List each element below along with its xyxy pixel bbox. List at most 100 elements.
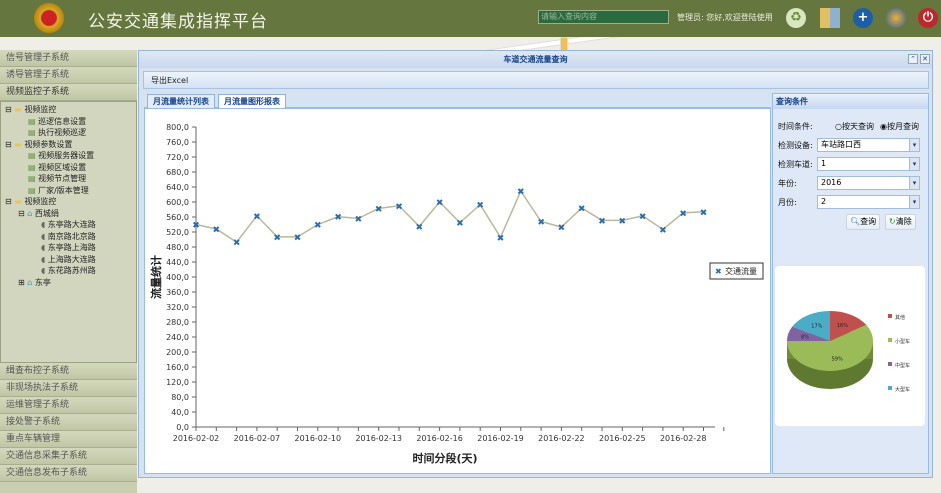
chevron-down-icon[interactable]: ▾ bbox=[909, 177, 919, 189]
search-button[interactable]: 🔍︎查询 bbox=[846, 214, 881, 230]
app-header: 公安交通集成指挥平台 请输入查询内容 管理员: 您好,欢迎登陆使用 ♻ + ⏻ bbox=[0, 0, 941, 37]
y-tick-label: 600,0 bbox=[166, 198, 189, 207]
y-tick-label: 280,0 bbox=[166, 318, 189, 327]
expand-toggle-icon[interactable]: ⊟ bbox=[18, 208, 25, 218]
app-title: 公安交通集成指挥平台 bbox=[88, 12, 268, 32]
tree-node[interactable]: ⊞ ⌂ 东亭 bbox=[5, 277, 136, 289]
tree-node[interactable]: ◖ 东花路苏州路 bbox=[5, 265, 136, 277]
pie-slice-label: 16% bbox=[837, 323, 848, 329]
y-tick-label: 360,0 bbox=[166, 288, 189, 297]
pie-chart-box: 16% 其他 59% 小型车 8% 中型车 17% 大型车 bbox=[775, 266, 925, 426]
tree-node[interactable]: ▤ 视频节点管理 bbox=[5, 173, 136, 185]
sidebar-item[interactable]: 交通信息发布子系统 bbox=[0, 465, 137, 482]
globe-icon[interactable] bbox=[886, 8, 906, 28]
legend-label: 交通流量 bbox=[725, 266, 757, 276]
tree-node[interactable]: ⊟ ▬ 视频监控 bbox=[5, 196, 136, 208]
tree-node[interactable]: ⊟ ⌂ 西城绢 bbox=[5, 208, 136, 220]
traffic-flow-window: 车道交通流量查询 ⌃ ✕ 导出Excel 月流量统计列表 月流量图形报表 0,0… bbox=[138, 50, 933, 478]
sidebar-item-video[interactable]: 视频监控子系统 bbox=[0, 84, 137, 101]
line-chart: 0,0 40,0 80,0 120,0 160,0 200,0 240,0 280,0 320,… bbox=[149, 123, 764, 465]
radio-day-circle[interactable]: ○ bbox=[835, 122, 842, 131]
tree-node[interactable]: ◖ 东亭路大连路 bbox=[5, 219, 136, 231]
data-point-marker: ✖ bbox=[334, 213, 342, 223]
query-panel: 查询条件 时间条件: ○按天查询 ◉按月查询 检测设备: 车站路口西 ▾ 检测车道… bbox=[772, 93, 929, 474]
legend-swatch bbox=[888, 338, 892, 342]
tree-node[interactable]: ▤ 视频区域设置 bbox=[5, 162, 136, 174]
clear-button[interactable]: ↻清除 bbox=[885, 214, 916, 230]
data-point-marker: ✖ bbox=[314, 221, 322, 231]
tree-node-label: 上海路大连路 bbox=[47, 254, 96, 264]
document-icon: ▤ bbox=[28, 151, 36, 160]
data-point-marker: ✖ bbox=[192, 221, 200, 231]
data-point-marker: ✖ bbox=[679, 209, 687, 219]
sidebar-item[interactable]: 交通信息采集子系统 bbox=[0, 448, 137, 465]
x-tick-label: 2016-02-25 bbox=[599, 434, 646, 443]
year-select[interactable]: 2016 ▾ bbox=[817, 176, 920, 190]
recycle-icon[interactable]: ♻ bbox=[786, 8, 806, 28]
tree-node[interactable]: ▤ 厂家/版本管理 bbox=[5, 185, 136, 197]
radio-day[interactable]: ○按天查询 bbox=[835, 121, 874, 132]
grid-apps-icon[interactable] bbox=[820, 8, 840, 28]
tree-node[interactable]: ▤ 视频服务器设置 bbox=[5, 150, 136, 162]
expand-toggle-icon[interactable]: ⊟ bbox=[5, 197, 12, 206]
device-select[interactable]: 车站路口西 ▾ bbox=[817, 138, 920, 152]
y-axis-title: 流量统计 bbox=[149, 255, 163, 299]
data-point-marker: ✖ bbox=[497, 234, 505, 244]
legend-marker-icon: ✖ bbox=[715, 267, 722, 276]
tab-monthly-list[interactable]: 月流量统计列表 bbox=[147, 94, 215, 108]
expand-toggle-icon[interactable]: ⊟ bbox=[5, 105, 12, 114]
tree-node-label: 巡逻信息设置 bbox=[38, 116, 87, 126]
sidebar-item-signal[interactable]: 信号管理子系统 bbox=[0, 50, 137, 67]
y-tick-label: 680,0 bbox=[166, 168, 189, 177]
radio-month[interactable]: ◉按月查询 bbox=[880, 121, 919, 132]
expand-toggle-icon[interactable]: ⊟ bbox=[5, 139, 12, 149]
tab-monthly-chart[interactable]: 月流量图形报表 bbox=[218, 94, 286, 108]
sidebar-item[interactable]: 运维管理子系统 bbox=[0, 397, 137, 414]
chevron-down-icon[interactable]: ▾ bbox=[909, 139, 919, 151]
sidebar-bottom-items: 缉查布控子系统 非现场执法子系统 运维管理子系统 接处警子系统 重点车辆管理 交通信息采集… bbox=[0, 363, 137, 482]
lane-select[interactable]: 1 ▾ bbox=[817, 157, 920, 171]
device-label: 检测设备: bbox=[778, 141, 813, 150]
pie-legend-label: 大型车 bbox=[895, 386, 910, 393]
window-title: 车道交通流量查询 bbox=[139, 51, 932, 68]
tree-node[interactable]: ◖ 东亭路上海路 bbox=[5, 242, 136, 254]
pie-slice bbox=[787, 326, 830, 341]
y-tick-label: 440,0 bbox=[166, 258, 189, 267]
tree-node-label: 厂家/版本管理 bbox=[38, 185, 89, 195]
sidebar-item[interactable]: 缉查布控子系统 bbox=[0, 363, 137, 380]
sidebar-item[interactable]: 接处警子系统 bbox=[0, 414, 137, 431]
pie-slice-label: 17% bbox=[811, 324, 822, 330]
y-tick-label: 760,0 bbox=[166, 138, 189, 147]
tree-node[interactable]: ▤ 执行视频巡逻 bbox=[5, 127, 136, 139]
lane-label: 检测车道: bbox=[778, 160, 813, 169]
tree-node[interactable]: ◖ 上海路大连路 bbox=[5, 254, 136, 266]
tree-node[interactable]: ⊟ ▬ 视频监控 bbox=[5, 104, 136, 116]
home-icon: ⌂ bbox=[27, 208, 33, 218]
data-point-marker: ✖ bbox=[659, 226, 667, 236]
sidebar-item-guidance[interactable]: 诱导管理子系统 bbox=[0, 67, 137, 84]
sidebar-item[interactable]: 重点车辆管理 bbox=[0, 431, 137, 448]
month-select[interactable]: 2 ▾ bbox=[817, 195, 920, 209]
tree-node[interactable]: ▤ 巡逻信息设置 bbox=[5, 116, 136, 128]
camera-icon: ◖ bbox=[41, 231, 46, 241]
close-button[interactable]: ✕ bbox=[920, 54, 930, 64]
toolbar: 导出Excel bbox=[143, 71, 929, 89]
collapse-button[interactable]: ⌃ bbox=[908, 54, 918, 64]
pie-legend-label: 小型车 bbox=[895, 338, 910, 345]
tree-node[interactable]: ⊟ ▬ 视频参数设置 bbox=[5, 139, 136, 151]
export-excel-button[interactable]: 导出Excel bbox=[151, 76, 189, 85]
sidebar-item[interactable]: 非现场执法子系统 bbox=[0, 380, 137, 397]
expand-toggle-icon[interactable]: ⊞ bbox=[18, 277, 25, 287]
chevron-down-icon[interactable]: ▾ bbox=[909, 158, 919, 170]
chevron-down-icon[interactable]: ▾ bbox=[909, 196, 919, 208]
power-icon[interactable]: ⏻ bbox=[918, 8, 938, 28]
y-tick-label: 480,0 bbox=[166, 243, 189, 252]
data-point-marker: ✖ bbox=[416, 223, 424, 233]
add-icon[interactable]: + bbox=[853, 8, 873, 28]
tree-node[interactable]: ◖ 南京路北京路 bbox=[5, 231, 136, 243]
radio-month-circle[interactable]: ◉ bbox=[880, 122, 887, 131]
pie-slice-label: 8% bbox=[801, 335, 809, 341]
sidebar: 信号管理子系统 诱导管理子系统 视频监控子系统 ⊟ ▬ 视频监控 ▤ 巡逻信息设置… bbox=[0, 50, 137, 493]
search-input[interactable]: 请输入查询内容 bbox=[538, 10, 669, 24]
data-point-marker: ✖ bbox=[395, 202, 403, 212]
